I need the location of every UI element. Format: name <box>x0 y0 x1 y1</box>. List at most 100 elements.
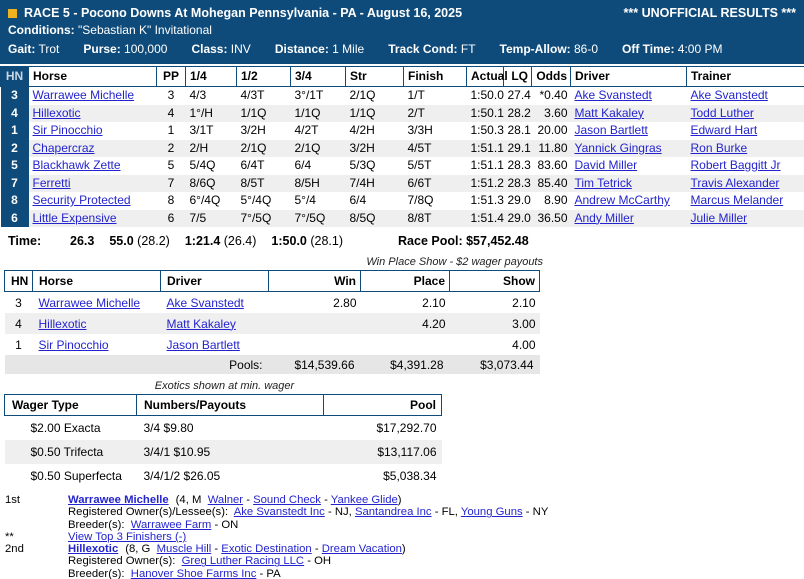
cell-hn: 2 <box>0 139 29 157</box>
finishers-section: 1st Warrawee Michelle (4, M Walner - Sound… <box>5 494 804 579</box>
breeder-link[interactable]: Warrawee Farm <box>130 518 212 531</box>
trainer-link[interactable]: Todd Luther <box>690 105 754 120</box>
driver-link[interactable]: Ake Svanstedt <box>166 295 244 310</box>
pedigree-link[interactable]: Exotic Destination <box>221 543 312 556</box>
horse-link[interactable]: Blackhawk Zette <box>32 158 121 172</box>
driver-link[interactable]: Andrew McCarthy <box>574 193 670 207</box>
trainer-link[interactable]: Julie Miller <box>690 210 748 225</box>
cell-lq: 29.0 <box>503 209 532 227</box>
info-label: Temp-Allow: <box>499 42 571 56</box>
result-row: 2 Chapercraz 2 2/H 2/1Q 2/1Q 3/2H 4/5T 1:51.1 29.… <box>0 139 804 157</box>
cell-driver: David Miller <box>571 157 687 175</box>
cell-q3: 2/1Q <box>290 139 346 157</box>
cell-hn: 4 <box>0 104 29 122</box>
horse-link[interactable]: Sir Pinocchio <box>38 337 109 352</box>
column-header: Trainer <box>686 66 804 87</box>
info-label: Distance: <box>274 42 329 56</box>
cell-horse: Little Expensive <box>28 209 157 227</box>
driver-link[interactable]: David Miller <box>574 158 638 172</box>
pedigree-link[interactable]: Muscle Hill <box>156 543 212 556</box>
cell-horse: Hillexotic <box>32 313 161 334</box>
horse-link[interactable]: Security Protected <box>32 193 131 207</box>
trainer-link[interactable]: Ron Burke <box>690 140 748 155</box>
pedigree-link[interactable]: Walner <box>207 494 244 506</box>
cell-place: 4.20 <box>360 313 450 334</box>
cell-win <box>269 334 361 355</box>
driver-link[interactable]: Matt Kakaley <box>166 316 236 331</box>
trainer-link[interactable]: Robert Baggitt Jr <box>690 158 781 172</box>
finisher-horse-link[interactable]: Warrawee Michelle <box>68 494 169 506</box>
driver-link[interactable]: Ake Svanstedt <box>574 88 652 102</box>
cell-numbers-payouts: 3/4/1/2 $26.05 <box>143 469 221 483</box>
column-header: 1/2 <box>236 66 291 87</box>
finisher-horse-link[interactable]: Hillexotic <box>68 543 119 556</box>
driver-link[interactable]: Yannick Gingras <box>574 140 662 155</box>
cell-odds: 8.90 <box>544 193 568 207</box>
info-label: Off Time: <box>622 42 675 56</box>
column-header: Numbers/Payouts <box>136 394 324 416</box>
cell-show: 2.10 <box>512 295 536 310</box>
conditions-label: Conditions: <box>8 23 75 37</box>
horse-link[interactable]: Warrawee Michelle <box>38 295 141 310</box>
trainer-link[interactable]: Edward Hart <box>690 123 758 137</box>
pedigree-link[interactable]: Sound Check <box>253 494 321 506</box>
horse-link[interactable]: Sir Pinocchio <box>32 123 103 137</box>
race-pool-label: Race Pool: <box>398 234 463 248</box>
wps-pools: Pools: $14,539.66 $4,391.28 $3,073.44 <box>4 355 540 374</box>
horse-link[interactable]: Little Expensive <box>32 210 117 225</box>
trainer-link[interactable]: Ake Svanstedt <box>690 88 768 102</box>
cell-odds: 20.00 <box>537 123 568 137</box>
cell-win: 2.80 <box>333 295 357 310</box>
cell-q1: 1°/H <box>185 104 237 122</box>
cell-pp: 7 <box>156 174 186 192</box>
driver-link[interactable]: Jason Bartlett <box>574 123 648 137</box>
owner-link[interactable]: Santandrea Inc <box>354 506 432 519</box>
cell-q2: 8/5T <box>236 174 291 192</box>
finisher-line: 2nd Hillexotic (8, G Muscle Hill - Exotic … <box>5 543 804 555</box>
pedigree-link[interactable]: Yankee Glide <box>330 494 398 506</box>
driver-link[interactable]: Jason Bartlett <box>166 337 240 352</box>
cell-lq: 28.3 <box>507 158 531 172</box>
driver-link[interactable]: Tim Tetrick <box>574 175 632 190</box>
info-label: Class: <box>191 42 228 56</box>
driver-link[interactable]: Andy Miller <box>574 210 634 225</box>
cell-horse: Warrawee Michelle <box>29 87 157 105</box>
owner-link[interactable]: Young Guns <box>460 506 523 519</box>
cell-q1: 8/6Q <box>185 174 237 192</box>
cell-lq: 29.1 <box>503 139 532 157</box>
cell-finish: 5/5T <box>407 158 432 172</box>
horse-link[interactable]: Hillexotic <box>38 316 87 331</box>
cell-actual: 1:50.3 <box>470 123 504 137</box>
cell-pool: $13,117.06 <box>323 440 442 464</box>
info-pair: Temp-Allow: 86-0 <box>499 42 599 56</box>
cell-actual: 1:50.0 <box>470 88 504 102</box>
results-header-row: HN Horse PP 1/4 1/2 3/4 Str Finish Actual LQ Odds D… <box>0 66 804 87</box>
trainer-link[interactable]: Marcus Melander <box>690 193 784 207</box>
cell-q2: 6/4T <box>240 158 265 172</box>
finisher-place: 1st <box>5 494 21 506</box>
finisher-marker <box>5 506 68 518</box>
driver-link[interactable]: Matt Kakaley <box>574 105 644 120</box>
view-top3-finishers-link[interactable]: View Top 3 Finishers (-) <box>68 530 187 543</box>
cell-trainer: Marcus Melander <box>687 192 804 210</box>
exotic-row: $0.50 Superfecta 3/4/1/2 $26.05 $5,038.34 <box>5 464 442 488</box>
cell-actual: 1:51.1 <box>466 139 504 157</box>
cell-horse: Warrawee Michelle <box>33 292 161 314</box>
owner-link[interactable]: Ake Svanstedt Inc <box>233 506 325 519</box>
horse-link[interactable]: Warrawee Michelle <box>32 88 135 102</box>
column-header: HN <box>0 66 29 87</box>
result-row: 4 Hillexotic 4 1°/H 1/1Q 1/1Q 1/1Q 2/T 1:50.1 28.… <box>0 104 804 122</box>
trainer-link[interactable]: Travis Alexander <box>690 175 780 190</box>
breeder-link[interactable]: Hanover Shoe Farms Inc <box>130 567 257 579</box>
result-row: 8 Security Protected 8 6°/4Q 5°/4Q 5°/4 6/4 7/8… <box>0 192 804 210</box>
cell-driver: Matt Kakaley <box>160 313 269 334</box>
pedigree-link[interactable]: Dream Vacation <box>321 543 402 556</box>
horse-link[interactable]: Ferretti <box>32 175 71 190</box>
horse-link[interactable]: Hillexotic <box>32 105 81 120</box>
owner-link[interactable]: Greg Luther Racing LLC <box>181 555 305 568</box>
cell-hn: 5 <box>0 157 29 175</box>
time-label: Time: <box>8 234 42 248</box>
wps-caption: Win Place Show - $2 wager payouts <box>366 256 543 268</box>
horse-link[interactable]: Chapercraz <box>32 140 95 155</box>
wps-row: 4 Hillexotic Matt Kakaley 4.20 3.00 <box>4 313 540 334</box>
